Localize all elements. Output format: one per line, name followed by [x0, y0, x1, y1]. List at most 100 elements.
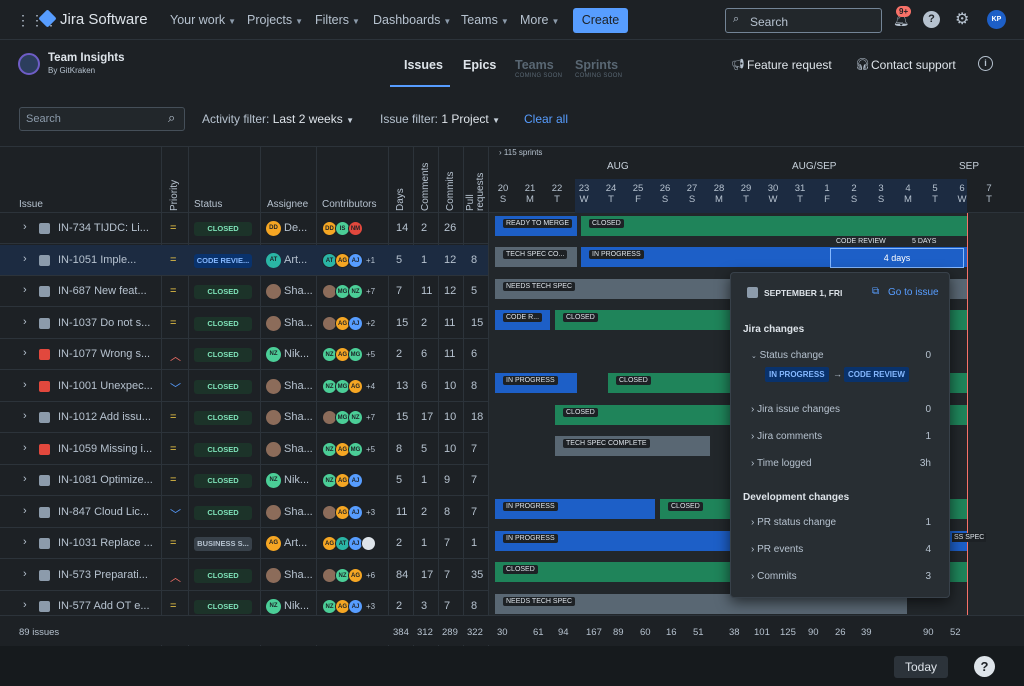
issue-key-summary[interactable]: IN-1037 Do not s...	[58, 316, 151, 329]
nav-projects[interactable]: Projects ▼	[247, 13, 304, 27]
timeline-bar[interactable]: IN PROGRESS	[495, 499, 655, 519]
more-contributors[interactable]: +6	[366, 570, 376, 580]
more-contributors[interactable]: +7	[366, 287, 376, 296]
table-row[interactable]: › IN-1051 Imple... = CODE REVIE... AT Art... A…	[0, 244, 488, 276]
help-icon[interactable]: ?	[974, 656, 995, 677]
brand-name[interactable]: Jira Software	[60, 11, 148, 28]
table-row[interactable]: › IN-687 New feat... = CLOSED Sha... MG NZ +7 7 1…	[0, 276, 488, 307]
table-row[interactable]: › IN-1037 Do not s... = CLOSED Sha... AG AJ +2 1…	[0, 308, 488, 339]
status-badge[interactable]: BUSINESS S...	[194, 537, 252, 551]
more-contributors[interactable]: +1	[366, 255, 376, 265]
feature-request-link[interactable]: Feature request	[747, 58, 832, 72]
expand-chevron-icon[interactable]: ›	[23, 599, 27, 611]
expand-chevron-icon[interactable]: ›	[23, 410, 27, 422]
contact-support-link[interactable]: Contact support	[871, 58, 956, 72]
sprints-toggle[interactable]: › 115 sprints	[499, 148, 543, 157]
status-badge[interactable]: CLOSED	[194, 474, 252, 488]
table-row[interactable]: › IN-1012 Add issu... = CLOSED Sha... MG NZ +7 1…	[0, 402, 488, 433]
col-header-assignee[interactable]: Assignee	[267, 199, 309, 210]
commits-row[interactable]: › Commits 3	[751, 571, 931, 582]
issue-filter[interactable]: Issue filter: 1 Project ▼	[380, 112, 500, 126]
timeline-bar[interactable]: NEEDS TECH SPEC	[495, 594, 907, 614]
more-contributors[interactable]: +3	[366, 602, 376, 611]
pr-status-change-row[interactable]: › PR status change 1	[751, 517, 931, 528]
timeline-bar[interactable]: TECH SPEC COMPLETE	[555, 436, 710, 456]
status-change-row[interactable]: ⌄ Status change 0	[751, 350, 931, 361]
col-header-contributors[interactable]: Contributors	[322, 199, 377, 210]
status-badge[interactable]: CODE REVIE...	[194, 253, 252, 268]
more-contributors[interactable]: +2	[366, 318, 376, 328]
col-header-priority[interactable]: Priority	[169, 179, 180, 211]
issue-search-input[interactable]: Search ⌕	[19, 107, 185, 131]
col-header-days[interactable]: Days	[395, 188, 406, 211]
global-search-input[interactable]: ⌕ Search	[725, 8, 882, 33]
issue-key-summary[interactable]: IN-1031 Replace ...	[58, 537, 153, 549]
tab-epics[interactable]: Epics	[463, 58, 497, 72]
table-row[interactable]: › IN-1077 Wrong s... ︿ CLOSED NZ Nik... NZ AG MG…	[0, 339, 488, 370]
table-row[interactable]: › IN-1031 Replace ... = BUSINESS S... AG Art.…	[0, 528, 488, 559]
gear-icon[interactable]: ⚙	[955, 11, 970, 28]
col-header-commits[interactable]: Commits	[445, 171, 456, 211]
col-header-status[interactable]: Status	[194, 199, 223, 210]
status-badge[interactable]: CLOSED	[194, 442, 252, 457]
time-logged-row[interactable]: › Time logged 3h	[751, 458, 931, 469]
jira-issue-changes-row[interactable]: › Jira issue changes 0	[751, 404, 931, 415]
expand-chevron-icon[interactable]: ›	[23, 315, 27, 328]
issue-key-summary[interactable]: IN-1081 Optimize...	[58, 474, 153, 486]
expand-chevron-icon[interactable]: ›	[23, 473, 27, 485]
nav-teams[interactable]: Teams ▼	[461, 13, 509, 27]
jira-comments-row[interactable]: › Jira comments 1	[751, 431, 931, 442]
table-row[interactable]: › IN-1001 Unexpec... ﹀ CLOSED Sha... NZ MG AG +4…	[0, 371, 488, 402]
nav-filters[interactable]: Filters ▼	[315, 13, 360, 27]
assignee-name[interactable]: Nik...	[284, 600, 310, 612]
more-contributors[interactable]: +7	[366, 413, 376, 422]
issue-key-summary[interactable]: IN-1059 Missing i...	[58, 442, 153, 455]
status-badge[interactable]: CLOSED	[194, 568, 252, 583]
issue-key-summary[interactable]: IN-1077 Wrong s...	[58, 348, 151, 360]
table-row[interactable]: › IN-573 Preparati... ︿ CLOSED Sha... NZ AG +6 8…	[0, 560, 488, 591]
timeline-bar[interactable]: CLOSED	[581, 216, 967, 236]
table-row[interactable]: › IN-734 TIJDC: Li... = CLOSED DD De... DD IS NM…	[0, 213, 488, 244]
help-icon[interactable]: ?	[923, 11, 940, 28]
assignee-name[interactable]: Sha...	[284, 442, 313, 455]
expand-chevron-icon[interactable]: ›	[23, 252, 27, 265]
expand-chevron-icon[interactable]: ›	[23, 441, 27, 454]
timeline-bar[interactable]: IN PROGRESS	[495, 373, 577, 393]
table-row[interactable]: › IN-847 Cloud Lic... ﹀ CLOSED Sha... AG AJ +3 1…	[0, 497, 488, 528]
issue-key-summary[interactable]: IN-734 TIJDC: Li...	[58, 222, 149, 234]
assignee-name[interactable]: Sha...	[284, 316, 313, 329]
nav-more[interactable]: More ▼	[520, 13, 560, 27]
more-contributors[interactable]: +5	[366, 350, 376, 359]
nav-your-work[interactable]: Your work ▼	[170, 13, 237, 27]
expand-chevron-icon[interactable]: ›	[23, 378, 27, 391]
issue-key-summary[interactable]: IN-847 Cloud Lic...	[58, 505, 150, 518]
expand-chevron-icon[interactable]: ›	[23, 504, 27, 517]
assignee-name[interactable]: Sha...	[284, 568, 313, 581]
more-contributors[interactable]: +5	[366, 444, 376, 454]
nav-dashboards[interactable]: Dashboards ▼	[373, 13, 452, 27]
issue-key-summary[interactable]: IN-1012 Add issu...	[58, 411, 151, 423]
issue-key-summary[interactable]: IN-577 Add OT e...	[58, 600, 150, 612]
issue-key-summary[interactable]: IN-1051 Imple...	[58, 253, 137, 266]
assignee-name[interactable]: Art...	[284, 537, 308, 549]
status-badge[interactable]: CLOSED	[194, 348, 252, 362]
timeline-bar[interactable]: READY TO MERGE	[495, 216, 577, 236]
expand-chevron-icon[interactable]: ›	[23, 536, 27, 548]
assignee-name[interactable]: Sha...	[284, 285, 313, 297]
more-contributors[interactable]: +4	[366, 381, 376, 391]
expand-chevron-icon[interactable]: ›	[23, 221, 27, 233]
assignee-name[interactable]: Sha...	[284, 505, 313, 518]
timeline-bar[interactable]: CODE R...	[495, 310, 550, 330]
today-button[interactable]: Today	[894, 656, 948, 678]
assignee-name[interactable]: Nik...	[284, 348, 310, 360]
avatar[interactable]: KP	[987, 10, 1006, 29]
more-contributors[interactable]: +3	[366, 507, 376, 517]
issue-key-summary[interactable]: IN-687 New feat...	[58, 285, 147, 297]
table-row[interactable]: › IN-1081 Optimize... = CLOSED NZ Nik... NZ AG A…	[0, 465, 488, 496]
timeline-bar[interactable]: TECH SPEC CO...	[495, 247, 577, 267]
pr-events-row[interactable]: › PR events 4	[751, 544, 931, 555]
table-row[interactable]: › IN-1059 Missing i... = CLOSED Sha... NZ AG MG…	[0, 434, 488, 465]
issue-key-summary[interactable]: IN-573 Preparati...	[58, 568, 148, 581]
col-header-pull-requests[interactable]: Pull requests	[465, 172, 486, 211]
expand-chevron-icon[interactable]: ›	[23, 284, 27, 296]
